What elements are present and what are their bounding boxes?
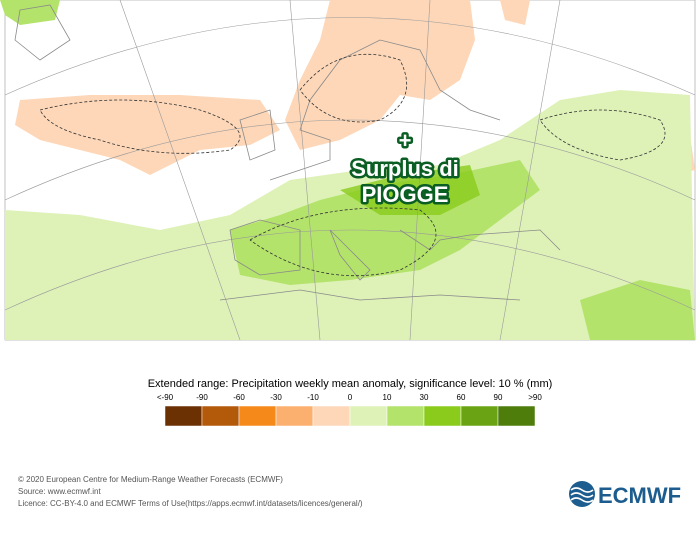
annotation-symbol: + (399, 128, 412, 153)
legend-label: 10 (383, 393, 392, 402)
graticule (289, 0, 321, 341)
coastline (269, 39, 501, 181)
wet-area (580, 280, 695, 340)
coastline (329, 229, 371, 281)
coastline (219, 289, 521, 301)
legend-swatch (201, 405, 240, 427)
source: Source: www.ecmwf.int (18, 487, 101, 496)
legend-label: 90 (494, 393, 503, 402)
logo: ECMWF (569, 481, 681, 508)
coastline (14, 4, 71, 61)
legend-swatch (460, 405, 499, 427)
annotation-line: Surplus di (351, 156, 459, 181)
significance-contour (299, 53, 408, 123)
legend-swatch (386, 405, 425, 427)
legend-swatch (275, 405, 314, 427)
coastline (229, 219, 301, 276)
legend-title: Extended range: Precipitation weekly mea… (148, 378, 553, 390)
coastline (399, 229, 561, 251)
graticule (4, 119, 696, 201)
legend-label: -60 (233, 393, 245, 402)
legend-swatch (238, 405, 277, 427)
wet-area (0, 0, 60, 25)
annotation-line: PIOGGE (362, 182, 449, 207)
dry-area (500, 0, 530, 25)
legend-label: 30 (420, 393, 429, 402)
legend-swatch (164, 405, 203, 427)
coastline (239, 109, 276, 161)
legend-label: -10 (307, 393, 319, 402)
map: + Surplus di PIOGGE (0, 0, 696, 341)
legend-label: <-90 (157, 393, 174, 402)
logo-text: ECMWF (598, 483, 681, 508)
legend: Extended range: Precipitation weekly mea… (148, 378, 553, 427)
legend-label: -90 (196, 393, 208, 402)
graticule (409, 0, 431, 341)
licence: Licence: CC-BY-4.0 and ECMWF Terms of Us… (18, 499, 363, 508)
legend-swatch (349, 405, 388, 427)
copyright: © 2020 European Centre for Medium-Range … (18, 475, 283, 484)
graticule (119, 0, 241, 341)
logo-waves (570, 487, 594, 503)
legend-swatch (423, 405, 462, 427)
legend-swatch (312, 405, 351, 427)
graticule (4, 229, 696, 311)
legend-label: >90 (528, 393, 542, 402)
significance-contour (539, 109, 666, 161)
footer: © 2020 European Centre for Medium-Range … (18, 475, 363, 508)
wet-area (340, 165, 480, 215)
graticule (4, 17, 696, 96)
legend-label: -30 (270, 393, 282, 402)
graticule (499, 0, 561, 341)
legend-swatch (497, 405, 536, 427)
legend-label: 0 (348, 393, 353, 402)
significance-contour (39, 99, 241, 154)
legend-label: 60 (457, 393, 466, 402)
significance-contour (249, 207, 437, 277)
